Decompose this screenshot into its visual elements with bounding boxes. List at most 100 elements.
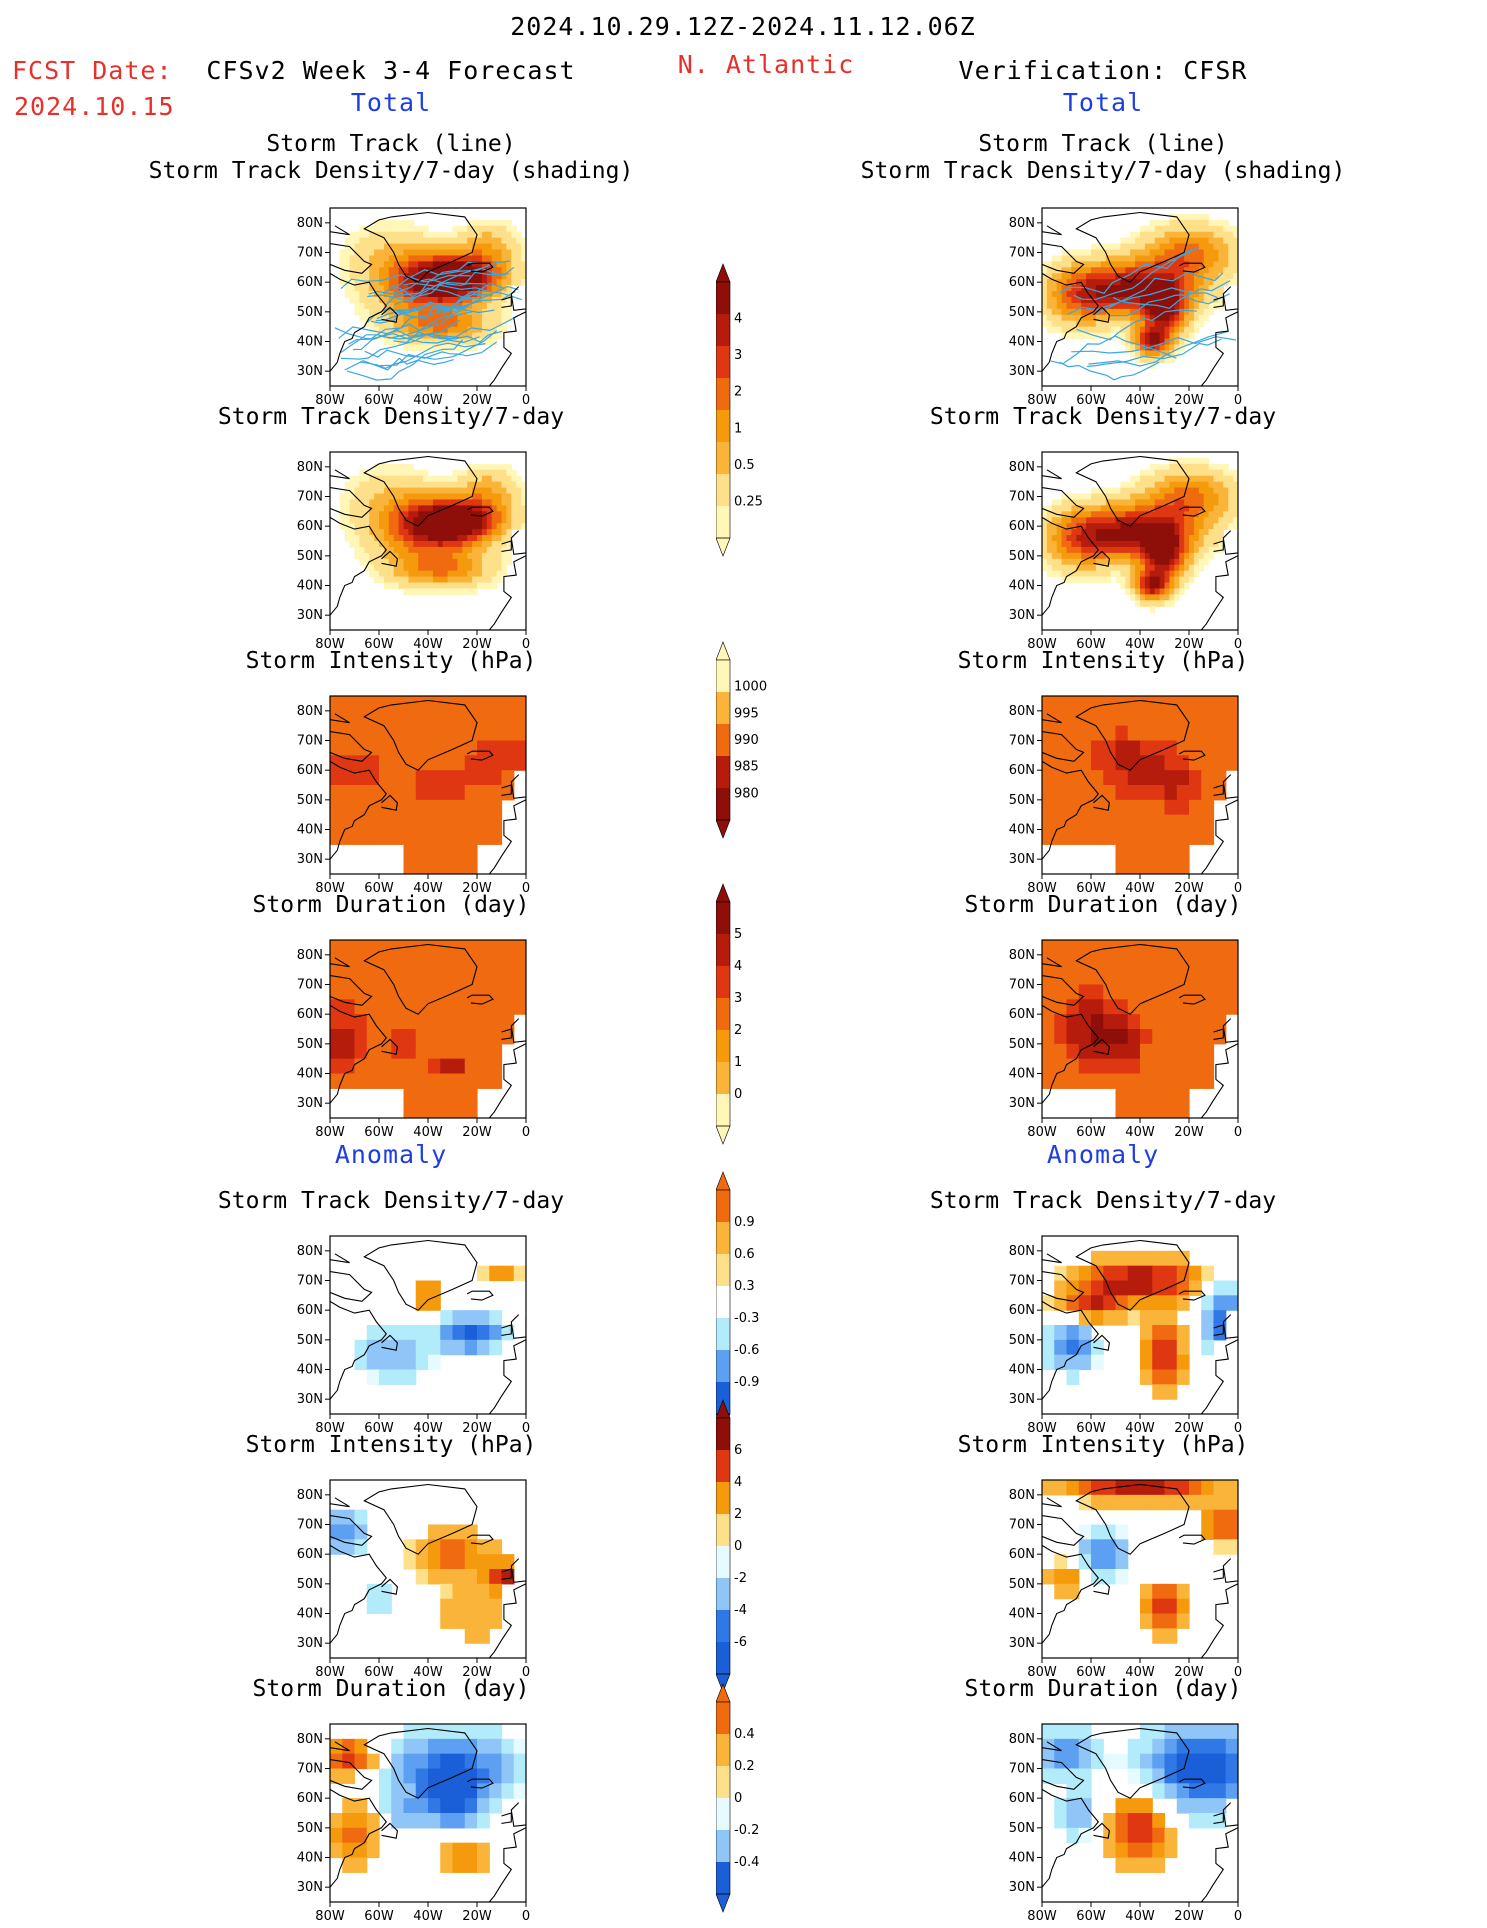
vf_density-svg: 80N 70N 60N 50N 40N 30N 80W 60W 40W 20W 0 bbox=[1009, 451, 1242, 652]
fc_anom_density-svg: 80N 70N 60N 50N 40N 30N 80W 60W 40W 20W 0 bbox=[297, 1235, 530, 1436]
lon-tick-label: 0 bbox=[1234, 881, 1242, 896]
lon-tick-label: 60W bbox=[1076, 637, 1106, 652]
lat-tick-label: 30N bbox=[297, 1096, 323, 1111]
lon-tick-label: 0 bbox=[1234, 1909, 1242, 1924]
lat-tick-label: 80N bbox=[297, 704, 323, 719]
lat-tick-label: 40N bbox=[297, 1067, 323, 1082]
lat-tick-label: 50N bbox=[297, 305, 323, 320]
lon-tick-label: 60W bbox=[364, 881, 394, 896]
lon-tick-label: 20W bbox=[1174, 881, 1204, 896]
colorbar-label: 4 bbox=[734, 312, 742, 327]
fc-track-title-2: Storm Track Density/7-day (shading) bbox=[148, 158, 634, 184]
colorbar-label: 3 bbox=[734, 348, 742, 363]
fc-anom-intensity-title: Storm Intensity (hPa) bbox=[245, 1432, 537, 1458]
lat-tick-label: 30N bbox=[1009, 1880, 1035, 1895]
lon-tick-label: 0 bbox=[1234, 637, 1242, 652]
lat-tick-label: 70N bbox=[1009, 246, 1035, 261]
lon-tick-label: 80W bbox=[315, 881, 345, 896]
colorbar-label: 995 bbox=[734, 706, 759, 721]
colorbar-label: 2 bbox=[734, 385, 742, 400]
lon-tick-label: 20W bbox=[462, 393, 492, 408]
colorbar-label: -2 bbox=[734, 1571, 747, 1586]
colorbar-anom-duration: 0.4 0.2 0 -0.2 -0.4 bbox=[715, 1682, 786, 1918]
lat-tick-label: 40N bbox=[297, 335, 323, 350]
colorbar-label: 4 bbox=[734, 959, 742, 974]
lon-tick-label: 0 bbox=[1234, 393, 1242, 408]
colorbar-label: -0.6 bbox=[734, 1343, 759, 1358]
colorbar-label: 4 bbox=[734, 1475, 742, 1490]
lon-tick-label: 0 bbox=[1234, 1421, 1242, 1436]
colorbar-anom-intensity: 6 4 2 0 -2 -4 -6 bbox=[715, 1398, 786, 1698]
colorbar-label: 5 bbox=[734, 927, 742, 942]
colorbar-label: -0.4 bbox=[734, 1855, 759, 1870]
colorbar-label: -4 bbox=[734, 1603, 747, 1618]
fc_density-svg: 80N 70N 60N 50N 40N 30N 80W 60W 40W 20W 0 bbox=[297, 451, 530, 652]
lat-tick-label: 70N bbox=[297, 246, 323, 261]
colorbar-label: 2 bbox=[734, 1507, 742, 1522]
colorbar-label: 980 bbox=[734, 786, 759, 801]
lon-tick-label: 0 bbox=[522, 637, 530, 652]
lat-tick-label: 60N bbox=[297, 763, 323, 778]
vf-density-title: Storm Track Density/7-day bbox=[929, 404, 1277, 430]
lon-tick-label: 0 bbox=[522, 1909, 530, 1924]
lat-tick-label: 70N bbox=[297, 1762, 323, 1777]
colorbar-label: 0.4 bbox=[734, 1727, 755, 1742]
lon-tick-label: 80W bbox=[1027, 637, 1057, 652]
lon-tick-label: 40W bbox=[413, 1665, 443, 1680]
lon-tick-label: 0 bbox=[522, 881, 530, 896]
lat-tick-label: 60N bbox=[297, 275, 323, 290]
lat-tick-label: 80N bbox=[1009, 1244, 1035, 1259]
lon-tick-label: 80W bbox=[315, 1909, 345, 1924]
fc-anom-density-map: 80N 70N 60N 50N 40N 30N 80W 60W 40W 20W 0 bbox=[290, 1232, 536, 1440]
colorbar-label: 0.3 bbox=[734, 1279, 755, 1294]
lon-tick-label: 40W bbox=[413, 881, 443, 896]
lat-tick-label: 80N bbox=[1009, 1732, 1035, 1747]
lon-tick-label: 60W bbox=[364, 637, 394, 652]
colorbar-duration: 5 4 3 2 1 0 bbox=[715, 882, 786, 1150]
lat-tick-label: 40N bbox=[297, 1363, 323, 1378]
colorbar-label: 2 bbox=[734, 1023, 742, 1038]
vf-duration-title: Storm Duration (day) bbox=[964, 892, 1242, 918]
lat-tick-label: 70N bbox=[1009, 490, 1035, 505]
forecast-title: CFSv2 Week 3-4 Forecast bbox=[206, 56, 576, 85]
colorbar-label: 0.5 bbox=[734, 458, 755, 473]
lon-tick-label: 20W bbox=[462, 1125, 492, 1140]
vf-intensity-map: 80N 70N 60N 50N 40N 30N 80W 60W 40W 20W 0 bbox=[1002, 692, 1248, 900]
colorbar-label: 1000 bbox=[734, 680, 767, 695]
lat-tick-label: 40N bbox=[297, 579, 323, 594]
colorbar-label: 1 bbox=[734, 421, 742, 436]
lat-tick-label: 70N bbox=[1009, 1274, 1035, 1289]
lon-tick-label: 20W bbox=[1174, 393, 1204, 408]
lat-tick-label: 70N bbox=[297, 1518, 323, 1533]
lon-tick-label: 40W bbox=[413, 1125, 443, 1140]
lon-tick-label: 80W bbox=[315, 1125, 345, 1140]
lat-tick-label: 60N bbox=[297, 1547, 323, 1562]
lat-tick-label: 70N bbox=[297, 1274, 323, 1289]
fc-intensity-map: 80N 70N 60N 50N 40N 30N 80W 60W 40W 20W 0 bbox=[290, 692, 536, 900]
lat-tick-label: 50N bbox=[1009, 1577, 1035, 1592]
lat-tick-label: 70N bbox=[1009, 978, 1035, 993]
vf_intensity-svg: 80N 70N 60N 50N 40N 30N 80W 60W 40W 20W 0 bbox=[1009, 695, 1242, 896]
lat-tick-label: 70N bbox=[297, 978, 323, 993]
lat-tick-label: 60N bbox=[297, 1303, 323, 1318]
lon-tick-label: 40W bbox=[413, 393, 443, 408]
lon-tick-label: 60W bbox=[364, 1125, 394, 1140]
lat-tick-label: 50N bbox=[1009, 549, 1035, 564]
lon-tick-label: 20W bbox=[1174, 1665, 1204, 1680]
lat-tick-label: 40N bbox=[1009, 1067, 1035, 1082]
lat-tick-label: 50N bbox=[297, 793, 323, 808]
lat-tick-label: 60N bbox=[1009, 1791, 1035, 1806]
vf_duration-svg: 80N 70N 60N 50N 40N 30N 80W 60W 40W 20W 0 bbox=[1009, 939, 1242, 1140]
lon-tick-label: 0 bbox=[522, 393, 530, 408]
lat-tick-label: 70N bbox=[1009, 1518, 1035, 1533]
lon-tick-label: 40W bbox=[1125, 393, 1155, 408]
fcst-date-label: FCST Date: bbox=[12, 56, 173, 85]
lat-tick-label: 40N bbox=[1009, 335, 1035, 350]
lon-tick-label: 20W bbox=[1174, 1909, 1204, 1924]
lat-tick-label: 80N bbox=[1009, 460, 1035, 475]
lon-tick-label: 80W bbox=[315, 1421, 345, 1436]
lon-tick-label: 60W bbox=[364, 393, 394, 408]
total-label-verification: Total bbox=[1062, 88, 1144, 117]
colorbar-svg: 0.9 0.6 0.3 -0.3 -0.6 -0.9 bbox=[715, 1171, 759, 1433]
colorbar-svg: 5 4 3 2 1 0 bbox=[715, 883, 742, 1145]
